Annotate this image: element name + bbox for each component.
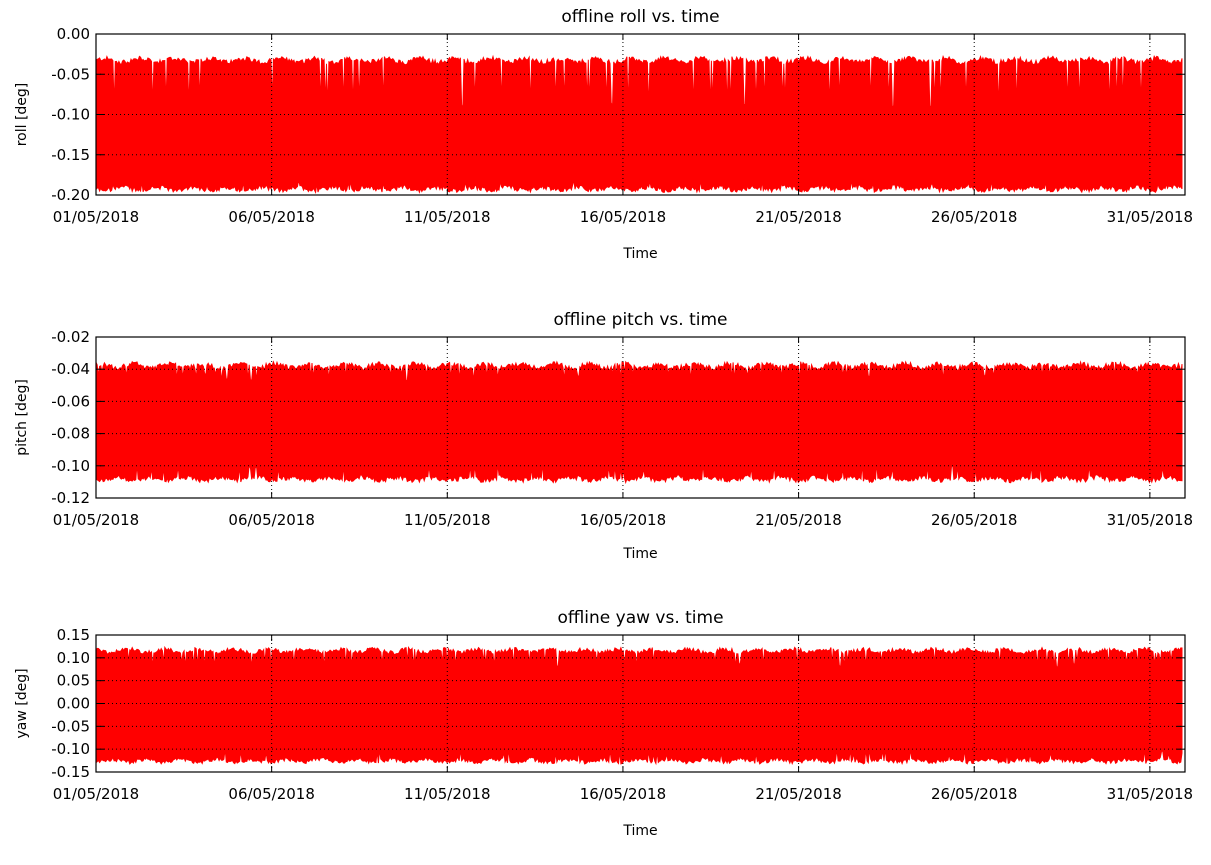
y-tick-label: -0.05: [51, 717, 90, 735]
y-tick-label: 0.10: [57, 649, 90, 667]
x-tick-label: 26/05/2018: [931, 208, 1017, 226]
chart-title: offline yaw vs. time: [557, 608, 723, 628]
y-tick-label: 0.15: [57, 626, 90, 644]
y-tick-label: 0.05: [57, 672, 90, 690]
x-tick-label: 31/05/2018: [1107, 208, 1193, 226]
x-tick-label: 01/05/2018: [53, 785, 139, 803]
x-tick-label: 21/05/2018: [755, 208, 841, 226]
y-tick-label: -0.05: [51, 65, 90, 83]
x-axis-label: Time: [622, 546, 657, 562]
x-tick-label: 26/05/2018: [931, 785, 1017, 803]
x-tick-label: 26/05/2018: [931, 511, 1017, 529]
y-tick-label: 0.00: [57, 25, 90, 43]
y-axis-label: pitch [deg]: [14, 379, 30, 456]
y-tick-label: -0.08: [51, 425, 90, 443]
x-tick-label: 11/05/2018: [404, 785, 490, 803]
x-axis-label: Time: [622, 246, 657, 262]
x-tick-label: 16/05/2018: [580, 785, 666, 803]
y-tick-label: -0.06: [51, 392, 90, 410]
y-tick-label: -0.02: [51, 328, 90, 346]
y-tick-label: -0.10: [51, 106, 90, 124]
series-area: [95, 54, 1183, 195]
x-tick-label: 11/05/2018: [404, 511, 490, 529]
chart-title: offline pitch vs. time: [553, 310, 727, 330]
x-tick-label: 06/05/2018: [228, 208, 314, 226]
x-tick-label: 31/05/2018: [1107, 785, 1193, 803]
x-tick-label: 16/05/2018: [580, 208, 666, 226]
series-area: [95, 360, 1183, 485]
y-tick-label: -0.15: [51, 146, 90, 164]
y-tick-label: -0.10: [51, 457, 90, 475]
chart-panel-1: offline roll vs. time 01/05/2018 06/05/201…: [14, 7, 1193, 262]
y-axis-label: yaw [deg]: [14, 668, 30, 738]
chart-panel-3: offline yaw vs. time 01/05/2018 06/05/2018…: [14, 608, 1193, 839]
y-tick-label: -0.20: [51, 186, 90, 204]
x-tick-label: 21/05/2018: [755, 511, 841, 529]
x-tick-label: 31/05/2018: [1107, 511, 1193, 529]
x-tick-label: 06/05/2018: [228, 785, 314, 803]
x-axis-label: Time: [622, 823, 657, 839]
y-tick-label: -0.10: [51, 740, 90, 758]
x-tick-label: 11/05/2018: [404, 208, 490, 226]
y-axis-label: roll [deg]: [14, 83, 30, 147]
plot-frame: [95, 336, 1186, 499]
chart-title: offline roll vs. time: [561, 7, 719, 27]
chart-panel-2: offline pitch vs. time 01/05/2018 06/05/20…: [14, 310, 1193, 562]
y-tick-label: 0.00: [57, 695, 90, 713]
x-tick-label: 21/05/2018: [755, 785, 841, 803]
x-tick-label: 01/05/2018: [53, 208, 139, 226]
series-area: [95, 645, 1183, 766]
y-tick-label: -0.12: [51, 489, 90, 507]
x-tick-label: 06/05/2018: [228, 511, 314, 529]
x-tick-label: 16/05/2018: [580, 511, 666, 529]
x-tick-label: 01/05/2018: [53, 511, 139, 529]
y-tick-label: -0.04: [51, 360, 90, 378]
y-tick-label: -0.15: [51, 763, 90, 781]
